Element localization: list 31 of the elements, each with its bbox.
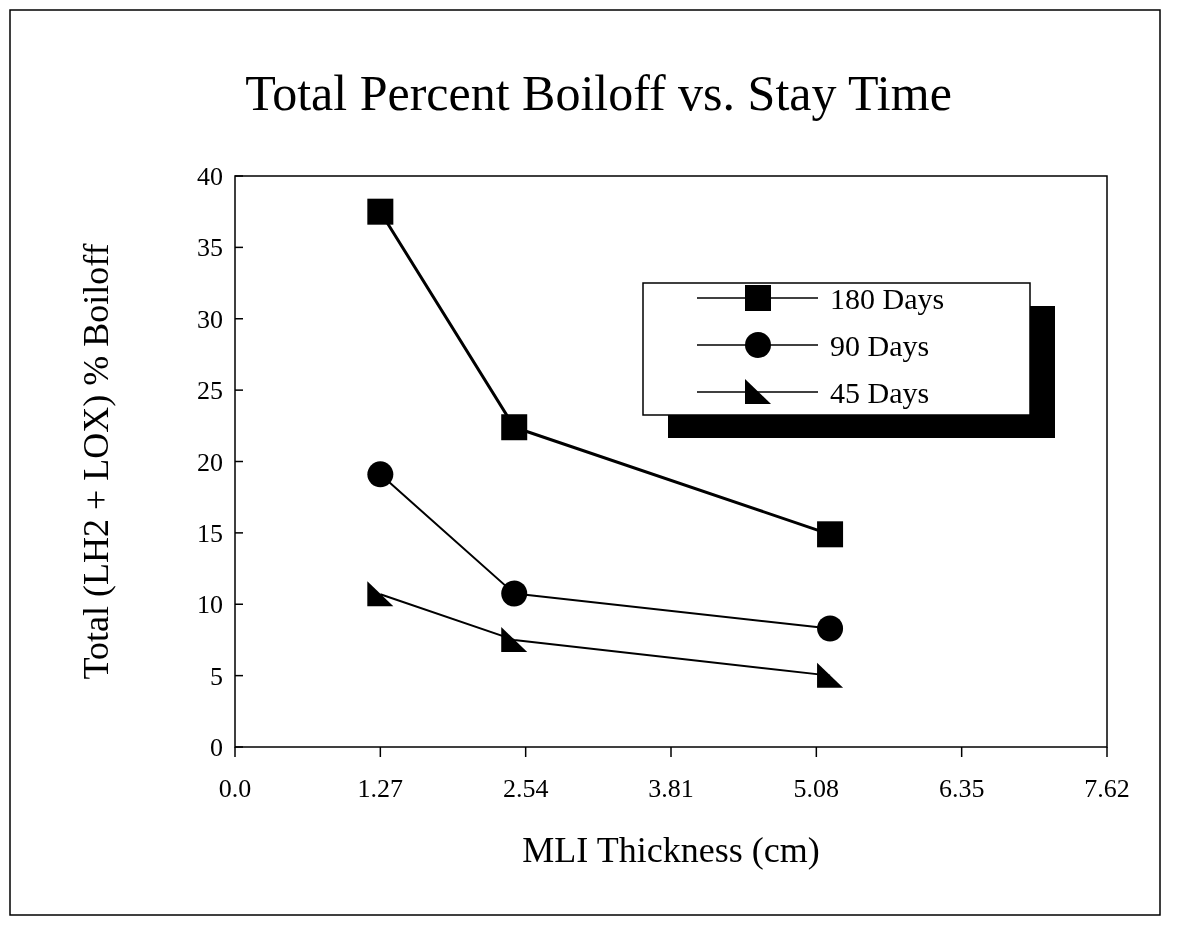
y-tick-label: 10: [197, 590, 223, 620]
x-tick-label: 7.62: [1084, 774, 1130, 803]
legend-label: 90 Days: [830, 328, 930, 362]
chart-title: Total Percent Boiloff vs. Stay Time: [245, 65, 952, 121]
point: [367, 581, 394, 607]
y-tick-label: 15: [197, 518, 223, 548]
x-tick-label: 1.27: [357, 774, 404, 803]
x-tick-label: 6.35: [938, 774, 985, 803]
point: [817, 615, 844, 642]
y-axis-title: Total (LH2 + LOX) % Boiloff: [76, 243, 116, 680]
x-tick-label: 0.0: [218, 774, 252, 803]
x-axis-title: MLI Thickness (cm): [522, 830, 820, 870]
x-tick-label: 5.08: [793, 774, 840, 803]
y-tick-label: 40: [197, 162, 223, 192]
point: [367, 461, 394, 488]
point: [367, 198, 394, 225]
legend-label: 45 Days: [830, 375, 930, 409]
y-tick-label: 0: [210, 733, 223, 763]
point: [817, 521, 844, 548]
y-tick-label: 25: [197, 376, 223, 406]
point: [501, 414, 528, 441]
point: [817, 662, 844, 688]
legend-label: 180 Days: [830, 281, 945, 315]
point: [501, 626, 528, 652]
x-tick-label: 2.54: [502, 774, 549, 803]
y-tick-label: 5: [210, 661, 223, 691]
x-tick-label: 3.81: [648, 774, 694, 803]
point: [501, 580, 528, 607]
y-tick-label: 30: [197, 304, 223, 334]
y-tick-label: 20: [197, 447, 223, 477]
y-tick-label: 35: [197, 233, 223, 263]
